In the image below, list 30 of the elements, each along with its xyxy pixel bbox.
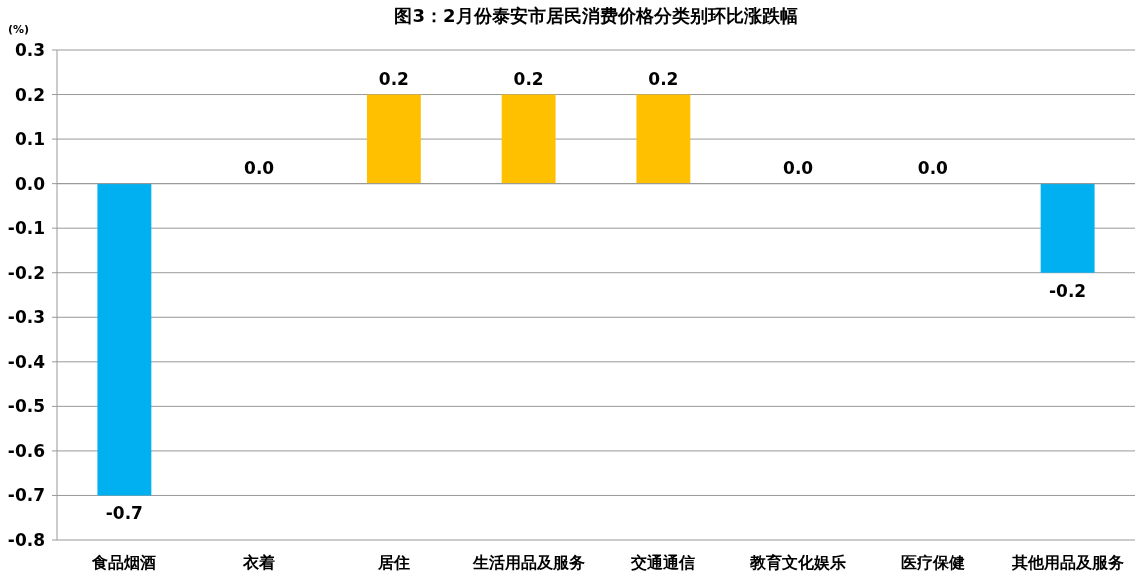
data-label: 0.0 (244, 157, 275, 178)
x-tick-label: 食品烟酒 (91, 553, 157, 572)
y-tick-label: -0.1 (7, 218, 45, 239)
x-tick-label: 交通通信 (630, 553, 696, 572)
x-tick-label: 教育文化娱乐 (749, 553, 847, 572)
data-label: 0.2 (378, 68, 409, 89)
y-tick-label: -0.8 (7, 530, 45, 550)
y-tick-label: -0.4 (7, 351, 46, 372)
y-tick-label: -0.2 (7, 262, 45, 283)
data-label: 0.2 (648, 68, 679, 89)
y-axis-title: (%) (8, 23, 30, 36)
data-label: 0.0 (917, 157, 949, 178)
y-tick-label: -0.3 (7, 307, 45, 328)
x-tick-label: 衣着 (242, 553, 276, 572)
x-tick-label: 其他用品及服务 (1010, 553, 1124, 572)
y-tick-label: -0.6 (7, 440, 45, 461)
x-tick-label: 医疗保健 (900, 553, 965, 572)
x-tick-label: 居住 (376, 553, 410, 572)
chart-title: 图3：2月份泰安市居民消费价格分类别环比涨跌幅 (394, 5, 798, 26)
y-tick-label: 0.2 (14, 84, 45, 105)
x-tick-label: 生活用品及服务 (471, 553, 585, 572)
y-tick-label: 0.3 (14, 40, 45, 60)
y-tick-label: 0.0 (14, 173, 46, 194)
data-label: -0.2 (1049, 280, 1087, 301)
y-tick-label: -0.7 (7, 485, 45, 506)
data-label: -0.7 (105, 503, 143, 524)
y-tick-label: 0.1 (14, 129, 45, 150)
data-label: 0.0 (783, 157, 814, 178)
y-tick-label: -0.5 (7, 396, 45, 417)
data-label: 0.2 (513, 68, 544, 89)
